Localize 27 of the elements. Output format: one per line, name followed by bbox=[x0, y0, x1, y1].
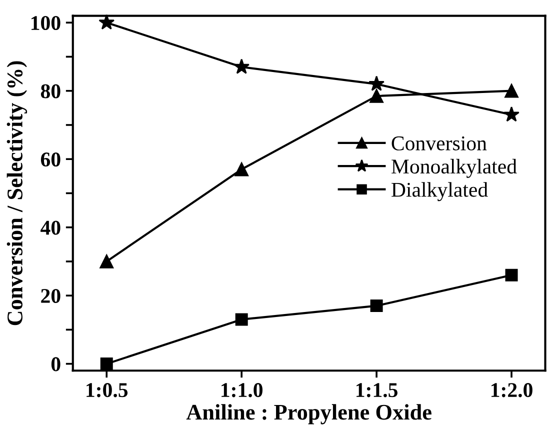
x-tick-label: 1:1.0 bbox=[222, 383, 262, 398]
y-tick-label: 100 bbox=[32, 16, 60, 30]
x-tick-label: 1:1.5 bbox=[356, 383, 398, 398]
point bbox=[100, 358, 113, 370]
point bbox=[368, 76, 385, 91]
x-axis-title: Aniline : Propylene Oxide bbox=[186, 404, 432, 424]
y-tick-label: 0 bbox=[51, 357, 60, 372]
x-tick-label: 1:0.5 bbox=[86, 383, 128, 398]
point bbox=[100, 254, 114, 268]
point bbox=[504, 106, 520, 122]
y-axis-title: Conversion / Selectivity (%) bbox=[6, 61, 28, 326]
point bbox=[98, 14, 115, 30]
y-tick-label: 40 bbox=[40, 220, 60, 235]
point bbox=[234, 162, 249, 176]
point bbox=[234, 58, 250, 74]
x-tick-label: 1:2.0 bbox=[491, 383, 532, 398]
point bbox=[505, 268, 518, 282]
y-tick-label: 20 bbox=[41, 288, 60, 304]
y-tick-label: 60 bbox=[40, 152, 60, 167]
legend-label: Dialkylated bbox=[392, 182, 488, 202]
point bbox=[504, 84, 518, 98]
y-tick-label: 80 bbox=[40, 84, 60, 98]
point bbox=[370, 89, 384, 103]
point bbox=[370, 300, 383, 312]
point bbox=[235, 313, 248, 326]
legend-label: Monoalkylated bbox=[392, 158, 517, 178]
legend-label: Conversion bbox=[392, 136, 487, 150]
